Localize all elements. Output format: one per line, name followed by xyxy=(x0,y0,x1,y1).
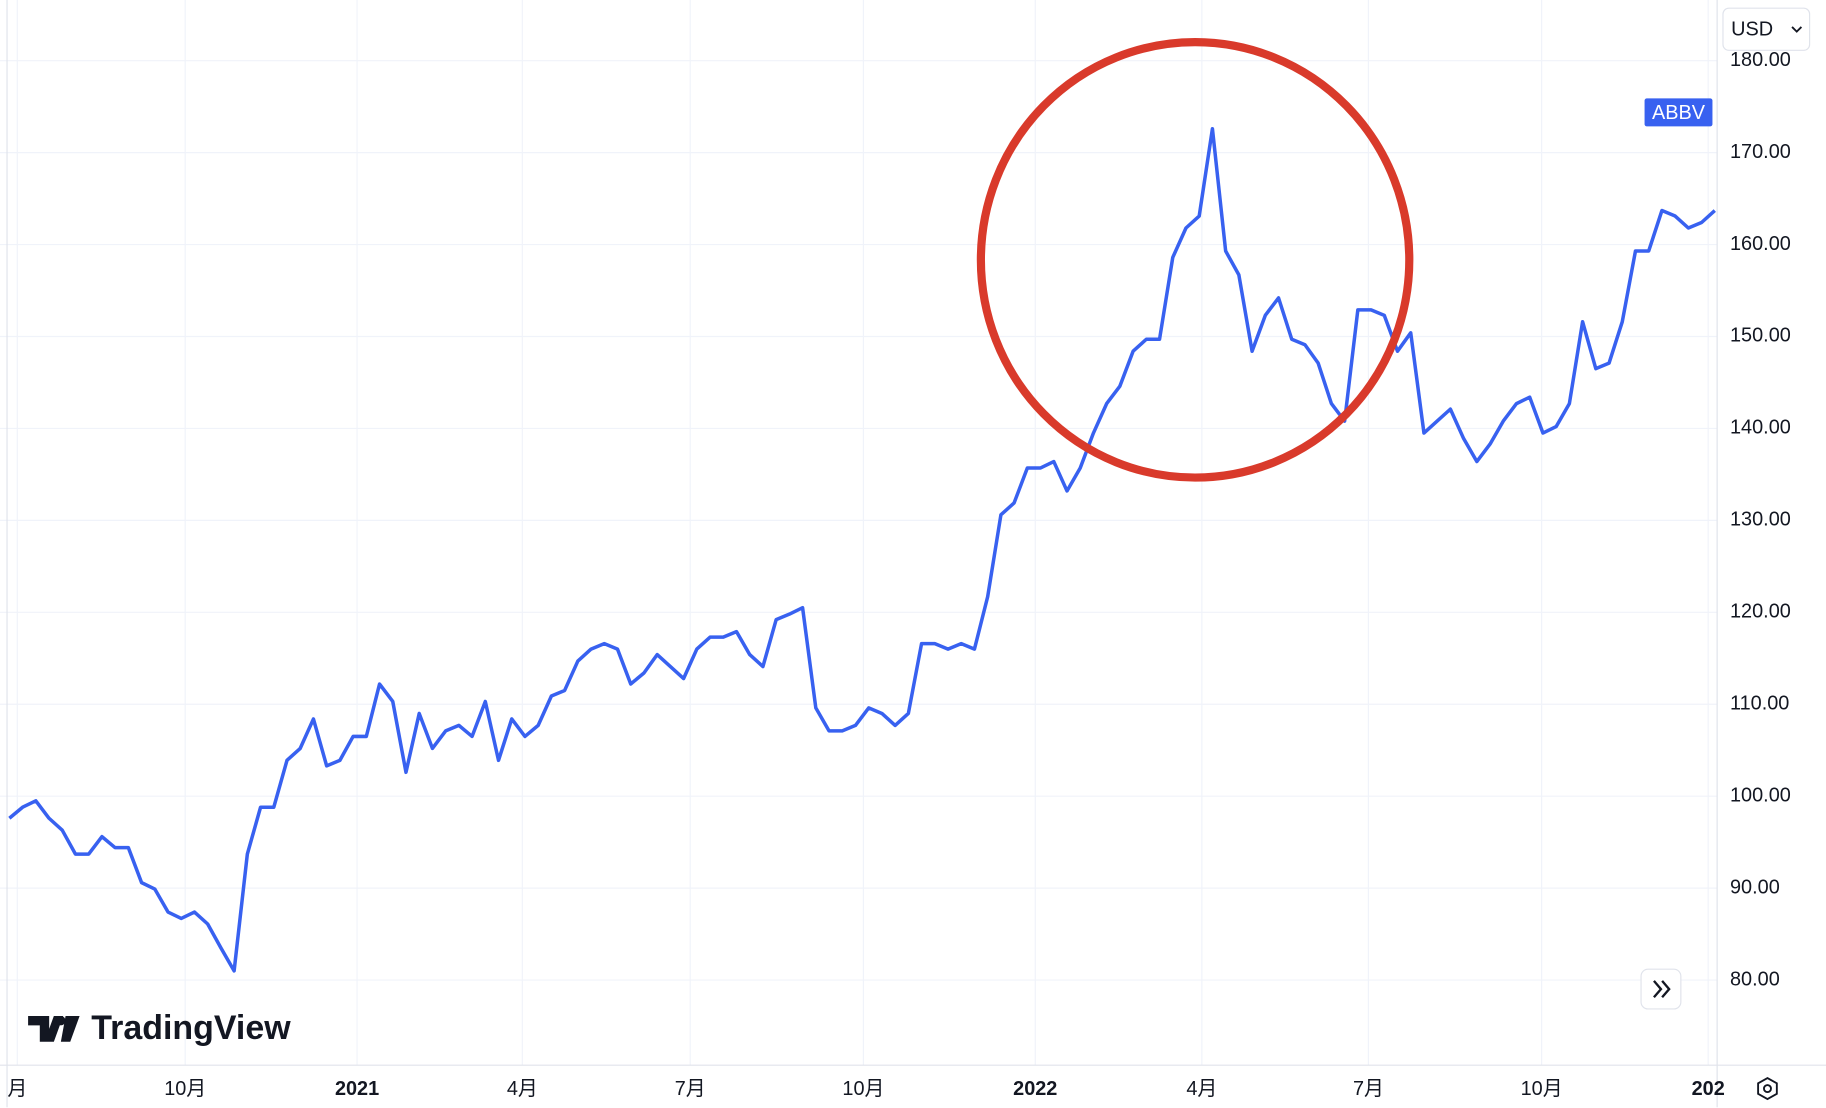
x-tick-label: 10月 xyxy=(164,1078,206,1100)
settings-dot[interactable] xyxy=(1763,1084,1772,1094)
y-tick-label: 100.00 xyxy=(1730,784,1791,806)
x-tick-label: 7月 xyxy=(675,1078,706,1100)
currency-button[interactable]: USD xyxy=(1722,7,1811,51)
logo-dot xyxy=(56,1015,66,1026)
y-tick-label: 120.00 xyxy=(1730,601,1791,623)
settings-button[interactable] xyxy=(1757,1076,1778,1101)
currency-button-bg[interactable] xyxy=(1722,7,1811,51)
x-tick-label: 10月 xyxy=(842,1078,884,1100)
plot xyxy=(8,126,1716,973)
scroll-icon[interactable] xyxy=(1653,980,1671,999)
currency-label[interactable]: USD xyxy=(1731,19,1773,41)
y-tick-label: 80.00 xyxy=(1730,968,1780,990)
price-line xyxy=(8,126,1716,973)
x-tick-label: 4月 xyxy=(507,1078,538,1100)
x-tick-label: 202 xyxy=(1692,1078,1725,1100)
series-label: ABBV xyxy=(1644,98,1713,127)
series-label-bg xyxy=(1644,98,1713,127)
x-tick-label: 2022 xyxy=(1013,1078,1057,1100)
x-tick-label: 2021 xyxy=(335,1078,379,1100)
chevron[interactable] xyxy=(1791,26,1803,33)
logo-mark xyxy=(28,1015,80,1042)
highlight-circle xyxy=(976,38,1414,482)
x-tick-label: 7月 xyxy=(1353,1078,1384,1100)
logo-text: TradingView xyxy=(91,1009,291,1047)
x-tick-label: 月 xyxy=(7,1078,27,1100)
scroll-button[interactable] xyxy=(1640,968,1682,1010)
y-tick-label: 140.00 xyxy=(1730,417,1791,439)
y-tick-label: 90.00 xyxy=(1730,876,1780,898)
series-label: ABBV xyxy=(1652,102,1706,124)
y-tick-label: 160.00 xyxy=(1730,233,1791,255)
y-tick-label: 180.00 xyxy=(1730,49,1791,71)
x-tick-label: 4月 xyxy=(1186,1078,1217,1100)
y-tick-label: 170.00 xyxy=(1730,141,1791,163)
y-tick-label: 130.00 xyxy=(1730,509,1791,531)
y-tick-label: 150.00 xyxy=(1730,325,1791,347)
logo: TradingView xyxy=(28,1009,291,1047)
axis-labels: 80.00 90.00 100.00 110.00 120.00 130.00 140.00… xyxy=(7,49,1790,1100)
grid xyxy=(0,0,1718,1066)
x-tick-label: 10月 xyxy=(1521,1078,1563,1100)
y-tick-label: 110.00 xyxy=(1730,693,1789,715)
settings-icon[interactable] xyxy=(1757,1076,1778,1101)
